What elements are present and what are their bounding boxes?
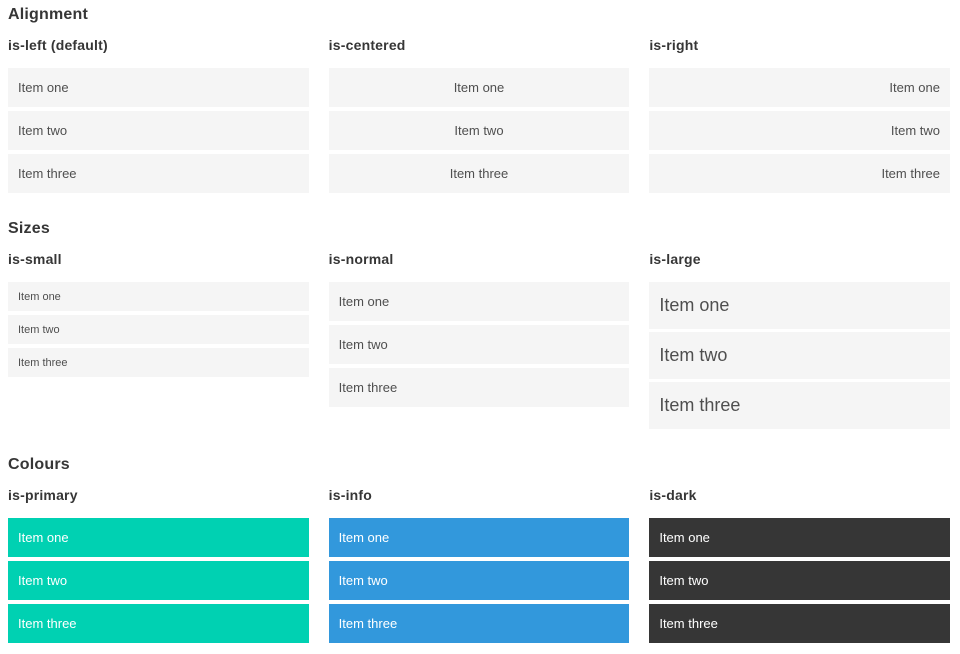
- list-item: Item three: [8, 154, 309, 193]
- section-title: Colours: [8, 456, 70, 473]
- list-item: Item two: [328, 561, 630, 600]
- group-label: is-large: [649, 251, 701, 267]
- list-item: Item three: [328, 604, 630, 643]
- group-is-primary: is-primary Item one Item two Item three: [8, 487, 309, 643]
- item-list: Item one Item two Item three: [328, 518, 630, 643]
- group-label: is-info: [328, 487, 373, 503]
- list-item: Item two: [649, 332, 950, 379]
- section-alignment: Alignment is-left (default) Item one Ite…: [8, 5, 950, 193]
- colours-row: is-primary Item one Item two Item three …: [8, 487, 950, 643]
- item-list: Item one Item two Item three: [649, 282, 950, 429]
- group-is-centered: is-centered Item one Item two Item three: [328, 37, 630, 193]
- item-list: Item one Item two Item three: [8, 282, 309, 377]
- group-is-left: is-left (default) Item one Item two Item…: [8, 37, 309, 193]
- item-list: Item one Item two Item three: [8, 68, 309, 193]
- group-label: is-dark: [649, 487, 697, 503]
- list-item: Item two: [328, 111, 630, 150]
- list-item: Item three: [649, 604, 950, 643]
- group-label: is-centered: [328, 37, 406, 53]
- list-item: Item two: [649, 561, 950, 600]
- list-item: Item three: [8, 348, 309, 377]
- list-item: Item three: [649, 154, 950, 193]
- list-item: Item one: [649, 282, 950, 329]
- section-sizes: Sizes is-small Item one Item two Item th…: [8, 219, 950, 429]
- group-is-dark: is-dark Item one Item two Item three: [649, 487, 950, 643]
- list-item: Item one: [8, 282, 309, 311]
- list-item: Item one: [328, 518, 630, 557]
- group-is-normal: is-normal Item one Item two Item three: [328, 251, 630, 429]
- list-item: Item three: [8, 604, 309, 643]
- list-item: Item three: [328, 154, 630, 193]
- list-item: Item three: [328, 368, 630, 407]
- group-is-info: is-info Item one Item two Item three: [328, 487, 630, 643]
- group-is-right: is-right Item one Item two Item three: [649, 37, 950, 193]
- item-list: Item one Item two Item three: [649, 68, 950, 193]
- group-is-large: is-large Item one Item two Item three: [649, 251, 950, 429]
- section-title: Sizes: [8, 220, 50, 237]
- item-list: Item one Item two Item three: [328, 68, 630, 193]
- alignment-row: is-left (default) Item one Item two Item…: [8, 37, 950, 193]
- list-item: Item one: [8, 518, 309, 557]
- group-label: is-right: [649, 37, 699, 53]
- list-item: Item three: [649, 382, 950, 429]
- list-item: Item two: [8, 111, 309, 150]
- section-colours: Colours is-primary Item one Item two Ite…: [8, 455, 950, 643]
- list-item: Item one: [8, 68, 309, 107]
- list-item: Item one: [328, 68, 630, 107]
- list-item: Item one: [649, 518, 950, 557]
- list-item: Item one: [649, 68, 950, 107]
- group-label: is-normal: [328, 251, 394, 267]
- list-item: Item two: [649, 111, 950, 150]
- item-list: Item one Item two Item three: [328, 282, 630, 407]
- sizes-row: is-small Item one Item two Item three is…: [8, 251, 950, 429]
- list-item: Item two: [8, 315, 309, 344]
- group-label: is-primary: [8, 487, 78, 503]
- list-item: Item two: [8, 561, 309, 600]
- list-item: Item two: [328, 325, 630, 364]
- group-label: is-small: [8, 251, 62, 267]
- item-list: Item one Item two Item three: [8, 518, 309, 643]
- group-label: is-left (default): [8, 37, 108, 53]
- item-list: Item one Item two Item three: [649, 518, 950, 643]
- group-is-small: is-small Item one Item two Item three: [8, 251, 309, 429]
- list-item: Item one: [328, 282, 630, 321]
- section-title: Alignment: [8, 6, 89, 23]
